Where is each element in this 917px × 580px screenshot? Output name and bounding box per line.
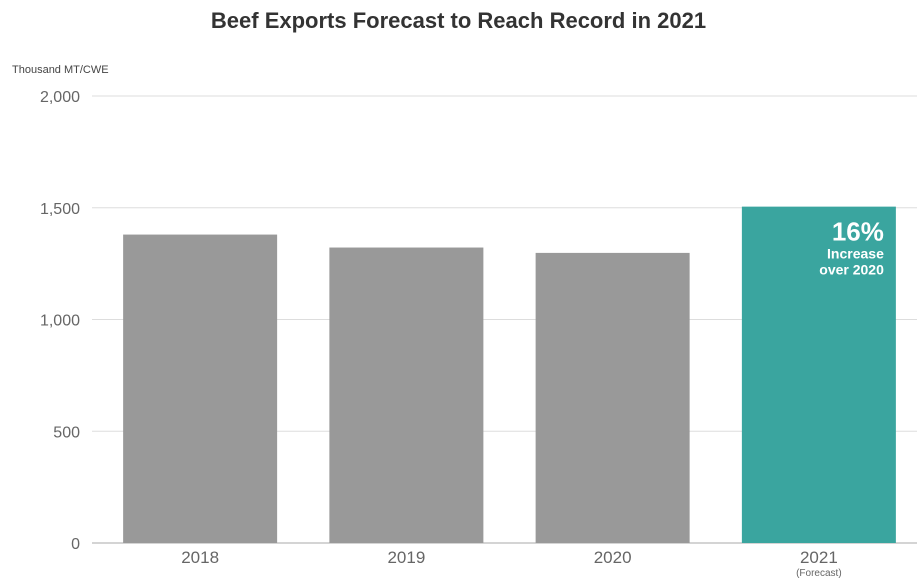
x-tick-label: 2020 <box>594 548 632 567</box>
bar-2020 <box>535 252 690 543</box>
y-tick-label: 0 <box>71 536 80 553</box>
y-axis-ticks: 0 500 1,000 1,500 2,000 <box>40 89 80 553</box>
y-tick-label: 1,000 <box>40 313 80 330</box>
y-axis-unit-label: Thousand MT/CWE <box>12 64 109 76</box>
y-tick-label: 1,500 <box>40 201 80 218</box>
annotation-line: over 2020 <box>819 262 884 278</box>
y-tick-label: 500 <box>53 424 80 441</box>
x-tick-label: 2021 <box>800 548 838 567</box>
chart-title: Beef Exports Forecast to Reach Record in… <box>210 8 707 33</box>
annotation-percent: 16% <box>832 217 884 247</box>
x-tick-label: 2019 <box>387 548 425 567</box>
x-tick-label: 2018 <box>181 548 219 567</box>
bar-2019 <box>329 247 484 543</box>
annotation-line: Increase <box>827 246 884 262</box>
bars <box>123 206 896 543</box>
bar-2021 <box>741 206 896 543</box>
x-tick-note: (Forecast) <box>796 568 842 579</box>
y-tick-label: 2,000 <box>40 89 80 106</box>
x-axis-ticks: 2018 2019 2020 2021(Forecast) <box>181 548 841 579</box>
bar-2018 <box>123 234 278 543</box>
